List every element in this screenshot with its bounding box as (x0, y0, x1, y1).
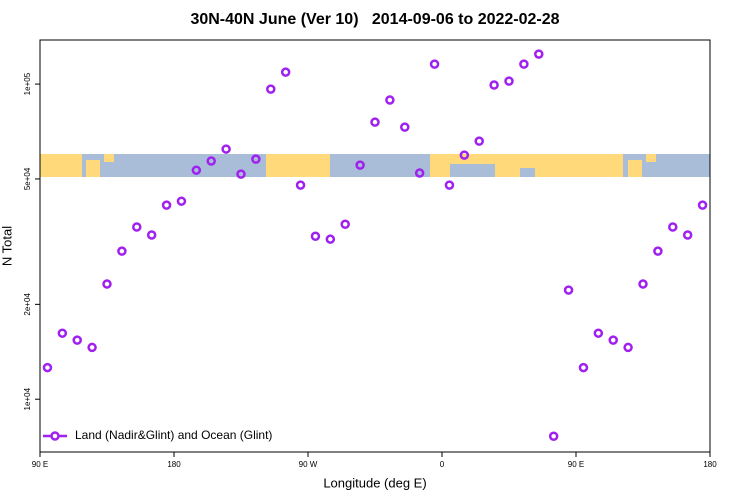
point (236, 169, 246, 179)
point (117, 246, 127, 256)
point (325, 234, 336, 244)
point (161, 200, 172, 210)
plot-frame (39, 39, 711, 453)
point (608, 335, 618, 345)
point (444, 180, 455, 190)
x-axis-label: Longitude (deg E) (323, 475, 426, 490)
x-tick-label: 180 (703, 460, 717, 469)
legend-marker (50, 431, 60, 441)
point (578, 362, 589, 373)
point (400, 122, 410, 132)
point (206, 156, 216, 166)
point (340, 219, 350, 230)
point (385, 95, 395, 105)
x-tick-label: 90 E (568, 460, 584, 469)
point (623, 342, 633, 353)
x-tick-label: 90 E (32, 460, 48, 469)
x-tick-label: 90 W (299, 460, 318, 469)
point (682, 230, 693, 240)
point (697, 200, 708, 210)
y-tick-label: 1e+04 (23, 387, 32, 410)
point (474, 136, 484, 146)
point (653, 246, 663, 256)
x-tick-label: 180 (167, 460, 181, 469)
point (266, 84, 276, 94)
point (221, 144, 231, 154)
y-axis-label: N Total (0, 226, 14, 266)
point (548, 431, 559, 441)
point (668, 222, 678, 232)
y-tick-label: 1e+05 (23, 72, 32, 95)
y-tick-label: 2e+04 (23, 293, 32, 316)
point (176, 196, 187, 206)
point (459, 150, 470, 160)
point (504, 76, 514, 86)
point (370, 117, 380, 127)
chart-title: 30N-40N June (Ver 10) 2014-09-06 to 2022… (190, 11, 559, 28)
point (489, 80, 499, 90)
point (414, 168, 425, 178)
map-strip (40, 154, 710, 177)
point (251, 154, 261, 164)
point (593, 328, 604, 338)
point (72, 335, 82, 345)
point (102, 279, 112, 289)
point (132, 222, 142, 232)
point (519, 59, 529, 69)
point (534, 49, 544, 59)
point (280, 67, 291, 77)
point (42, 362, 53, 373)
point (310, 231, 321, 241)
x-tick-label: 0 (440, 460, 445, 469)
y-tick-label: 5e+04 (23, 167, 32, 190)
point (191, 165, 202, 175)
legend-label: Land (Nadir&Glint) and Ocean (Glint) (75, 428, 272, 442)
point (87, 342, 97, 353)
point (563, 285, 574, 295)
point (295, 180, 306, 190)
point (57, 328, 68, 338)
point (355, 160, 365, 170)
point (638, 279, 648, 289)
point (146, 230, 157, 240)
point (429, 59, 440, 69)
